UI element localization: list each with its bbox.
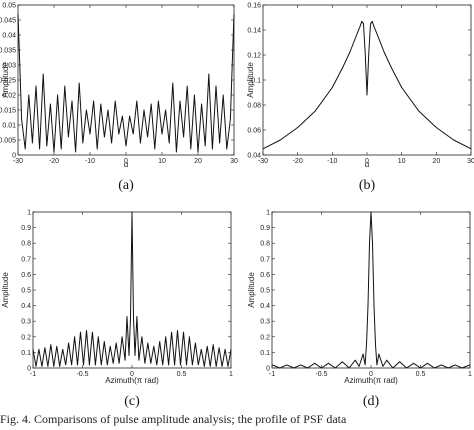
panel-d-ytick-label: 0	[266, 366, 270, 373]
panel-c-label: (c)	[124, 394, 140, 409]
panel-c-ytick-label: 0.5	[21, 288, 31, 295]
panel-a-xtick-label: 30	[230, 158, 238, 165]
panel-b-xtick-label: 20	[432, 158, 440, 165]
panel-b-series-line	[262, 20, 472, 150]
panel-c-ytick-label: 0.9	[21, 225, 31, 232]
panel-a-ylabel: Amplitude	[1, 62, 10, 98]
panel-c-xlabel: Azimuth(π rad)	[105, 376, 159, 385]
panel-b-xlabel: α	[365, 160, 370, 169]
panel-c-ytick-label: 0.7	[21, 256, 31, 263]
panel-c-xtick-label: 0	[130, 371, 134, 378]
panel-c-xtick-label: 1	[229, 371, 233, 378]
panel-d-ytick-label: 0.2	[260, 334, 270, 341]
panel-a-ytick-label: 0.05	[2, 3, 16, 10]
panel-d-ytick-label: 0.3	[260, 319, 270, 326]
panel-c-ytick-label: 0.1	[21, 350, 31, 357]
panel-a-xtick-label: 10	[158, 158, 166, 165]
panel-a-ytick-label: 0.03	[2, 63, 16, 70]
panel-b-axes-box	[262, 4, 472, 156]
panel-a-ytick-label: 0.04	[2, 33, 16, 40]
panel-c-ytick-label: 0.2	[21, 334, 31, 341]
panel-a-ytick-label: 0.025	[0, 78, 16, 85]
panel-b-ytick-label: 0.12	[247, 53, 261, 60]
panel-a-ytick-label: 0.015	[0, 108, 16, 115]
panel-d-xtick-label: 0.5	[416, 371, 426, 378]
panel-b-ytick-label: 0.04	[247, 153, 261, 160]
panel-d-ytick-label: 0.1	[260, 350, 270, 357]
panel-a-ytick-label: 0.035	[0, 48, 16, 55]
panel-d-xtick-label: 1	[468, 371, 472, 378]
panel-b-ytick-label: 0.14	[247, 28, 261, 35]
panel-c-ytick-label: 1	[27, 210, 31, 217]
panel-a-ytick-label: 0	[12, 153, 16, 160]
panel-b-label: (b)	[359, 178, 376, 193]
panel-a-axes-box	[17, 4, 235, 156]
panel-c-ytick-label: 0.4	[21, 303, 31, 310]
figure-canvas: -30 -20 -10 0 10 20 3000.0050.010.0150.020.025…	[0, 3, 474, 410]
panel-c-series-line	[32, 211, 232, 367]
panel-a-xlabel: α	[124, 160, 129, 169]
panel-b-xtick-label: 30	[467, 158, 474, 165]
panel-b-ylabel: Amplitude	[246, 62, 255, 98]
panel-d-xtick-label: -1	[269, 371, 275, 378]
panel-c-xtick-label: -1	[30, 371, 36, 378]
panel-a-ytick-label: 0.02	[2, 93, 16, 100]
panel-d-ytick-label: 0.8	[260, 241, 270, 248]
panel-b-xtick-label: 10	[398, 158, 406, 165]
panel-d-label: (d)	[363, 394, 380, 409]
panel-d-xtick-label: -0.5	[315, 371, 327, 378]
panel-b-ytick-label: 0.08	[247, 103, 261, 110]
panel-d-xtick-label: 0	[369, 371, 373, 378]
panel-a-series-line	[17, 13, 235, 153]
panel-b-ytick-label: 0.1	[251, 78, 261, 85]
panel-a-xtick-label: 0	[124, 158, 128, 165]
figure-caption: Fig. 4. Comparisons of pulse amplitude a…	[0, 412, 347, 426]
panel-c-ytick-label: 0.3	[21, 319, 31, 326]
panel-d-ytick-label: 0.6	[260, 272, 270, 279]
panel-b-ytick-label: 0.06	[247, 128, 261, 135]
panel-c-xtick-label: 0.5	[177, 371, 187, 378]
panel-c-ylabel: Amplitude	[1, 272, 10, 308]
panel-d-ytick-label: 1	[266, 210, 270, 217]
panel-d-ytick-label: 0.5	[260, 288, 270, 295]
panel-a-xtick-label: 20	[194, 158, 202, 165]
panel-a-ytick-label: 0.01	[2, 123, 16, 130]
panel-b-xtick-label: -10	[327, 158, 337, 165]
panel-a-xtick-label: -30	[13, 158, 23, 165]
panel-d-xlabel: Azimuth(π rad)	[344, 376, 398, 385]
panel-b-xtick-label: -20	[293, 158, 303, 165]
panel-d-ytick-label: 0.9	[260, 225, 270, 232]
panel-a-ytick-label: 0.005	[0, 138, 16, 145]
panel-b-xtick-label: 0	[365, 158, 369, 165]
panel-a-label: (a)	[118, 178, 134, 193]
panel-d-series-line	[271, 211, 471, 369]
panel-b-xtick-label: -30	[258, 158, 268, 165]
panel-d-ytick-label: 0.7	[260, 256, 270, 263]
panel-c-xtick-label: -0.5	[76, 371, 88, 378]
panel-a-ytick-label: 0.045	[0, 18, 16, 25]
panel-c-ytick-label: 0.6	[21, 272, 31, 279]
panel-b-ytick-label: 0.16	[247, 3, 261, 10]
panel-d-ylabel: Amplitude	[247, 272, 256, 308]
panel-d-ytick-label: 0.4	[260, 303, 270, 310]
panel-c-ytick-label: 0.8	[21, 241, 31, 248]
panel-a-xtick-label: -20	[49, 158, 59, 165]
panel-a-xtick-label: -10	[85, 158, 95, 165]
panel-c-ytick-label: 0	[27, 366, 31, 373]
panel-d-axes-box	[271, 211, 471, 369]
